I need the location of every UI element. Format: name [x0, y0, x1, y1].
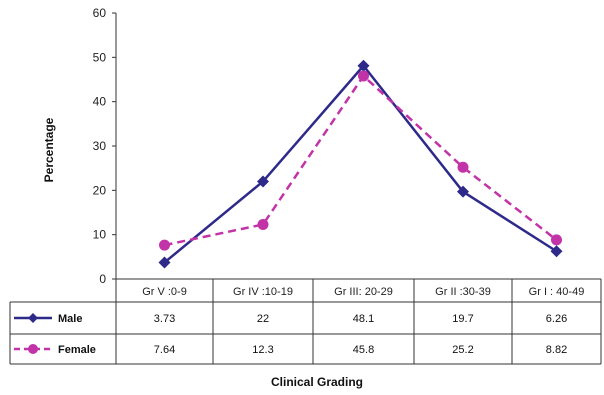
axes: 0 10 20 30 40 50 60: [93, 6, 117, 286]
series-line-female: [164, 74, 558, 247]
x-axis-title: Clinical Grading: [271, 375, 363, 389]
y-axis-title: Percentage: [42, 117, 56, 182]
data-point-female: [159, 239, 170, 251]
data-label-male: 22: [257, 313, 269, 325]
data-point-female: [457, 161, 469, 173]
data-label-male: 48.1: [353, 313, 374, 325]
data-label-male: 19.7: [452, 313, 473, 325]
data-point-female: [257, 218, 269, 230]
y-tick-label: 30: [93, 139, 107, 153]
data-label-female: 12.3: [252, 344, 273, 356]
data-label-male: 3.73: [154, 313, 175, 325]
data-point-male: [357, 59, 370, 72]
data-table: Gr V :0-9 Gr IV :10-19 Gr III: 20-29 Gr II …: [9, 278, 602, 365]
y-tick-label: 50: [93, 50, 107, 64]
series-line-male: [163, 64, 558, 264]
data-point-male: [457, 185, 469, 198]
data-point-male: [257, 175, 269, 188]
y-tick-label: 0: [99, 272, 106, 286]
x-category-label: Gr II :30-39: [435, 286, 491, 298]
legend-label-male: Male: [58, 313, 82, 325]
x-category-label: Gr IV :10-19: [233, 286, 293, 298]
y-tick-label: 40: [93, 95, 107, 109]
data-point-male: [158, 256, 171, 269]
legend-key-marker-female: [28, 344, 38, 354]
data-label-female: 8.82: [546, 344, 567, 356]
legend-key-marker-male: [28, 313, 38, 323]
data-label-female: 7.64: [154, 344, 175, 356]
data-label-male: 6.26: [546, 313, 567, 325]
x-category-label: Gr V :0-9: [142, 286, 187, 298]
y-tick-label: 60: [93, 6, 107, 20]
y-tick-label: 20: [93, 183, 107, 197]
data-point-female: [551, 234, 562, 246]
data-point-female: [358, 70, 369, 82]
data-label-female: 25.2: [452, 344, 473, 356]
series-layer: [158, 59, 563, 269]
x-category-label: Gr I : 40-49: [529, 286, 585, 298]
y-tick-label: 10: [93, 228, 107, 242]
legend-label-female: Female: [58, 344, 96, 356]
data-point-male: [550, 245, 563, 258]
data-label-female: 45.8: [353, 344, 374, 356]
x-category-label: Gr III: 20-29: [334, 286, 393, 298]
